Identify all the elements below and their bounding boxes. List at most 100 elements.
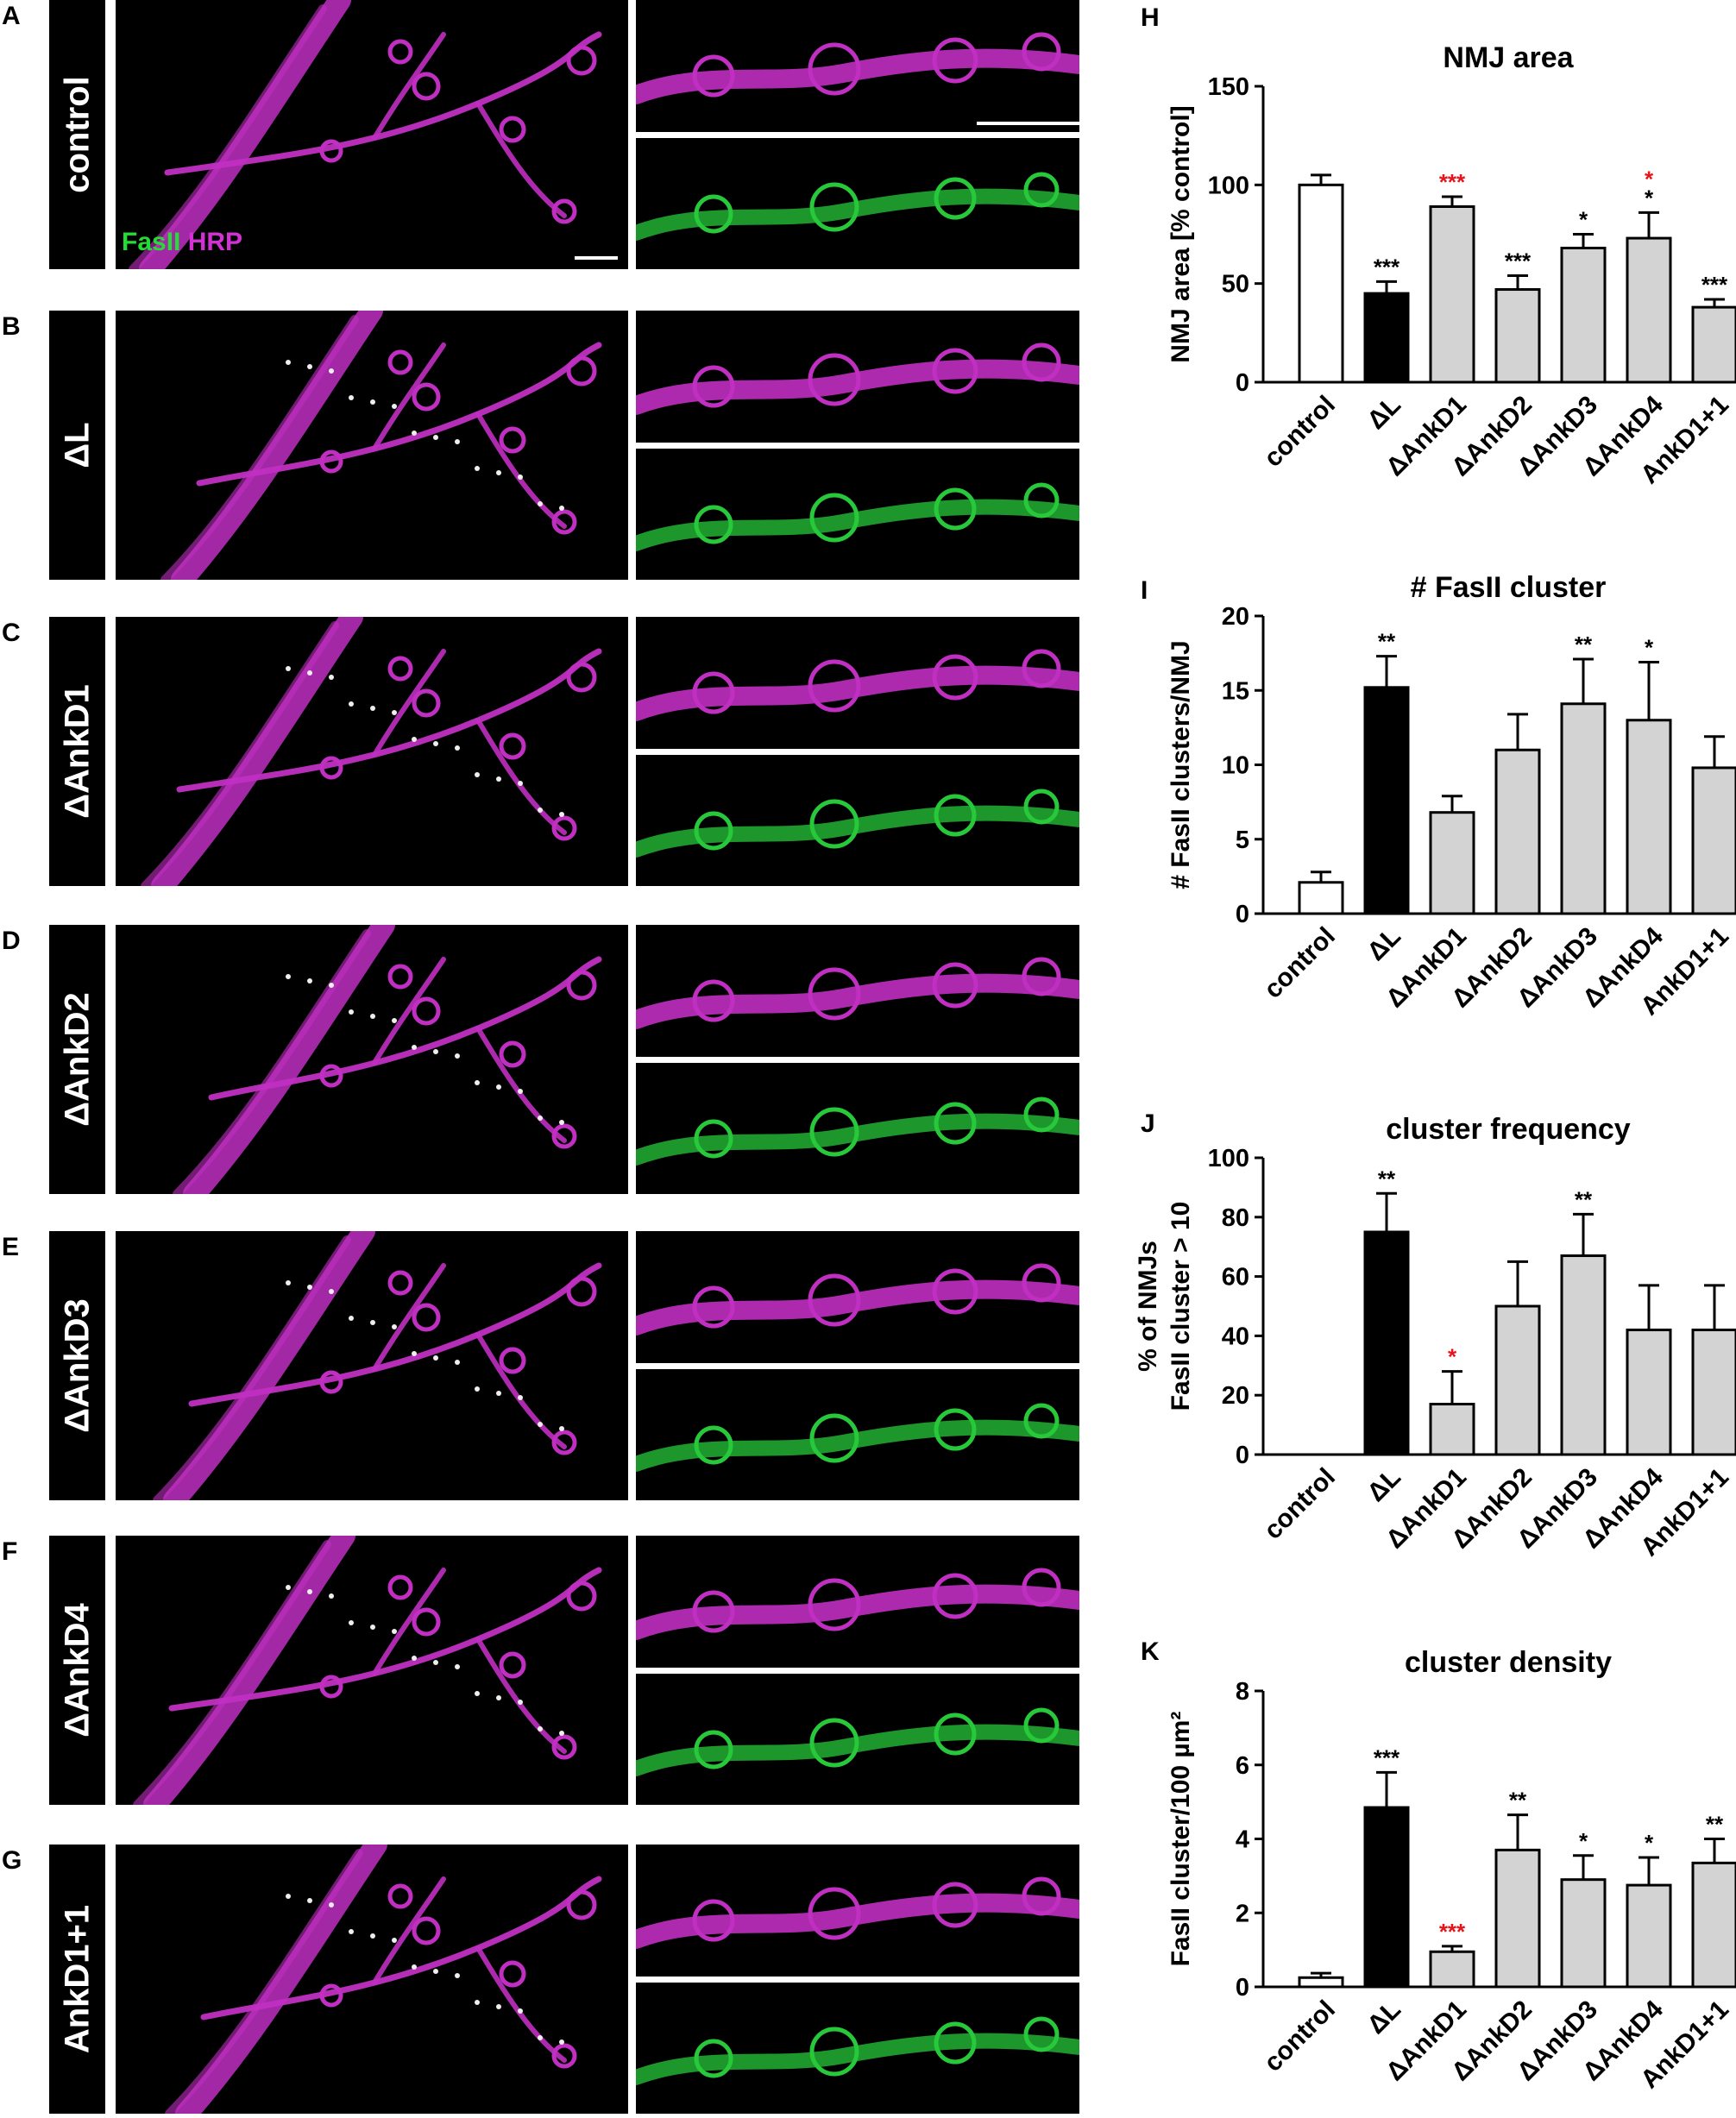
y-tick-label: 60 [1222, 1264, 1249, 1292]
panel-letter: B [2, 312, 21, 341]
merged-zoom-image [636, 925, 1079, 1057]
bar [1560, 247, 1607, 384]
bar [1626, 719, 1672, 915]
bar [1691, 766, 1736, 915]
bar [1429, 1403, 1475, 1456]
bar [1626, 236, 1672, 384]
genotype-label: ΔAnkD1 [49, 617, 105, 886]
y-tick-label: 20 [1222, 603, 1249, 631]
merged-zoom-image [636, 0, 1079, 132]
significance-marker: *** [1701, 272, 1728, 298]
category-label: control [1259, 1995, 1341, 2077]
y-tick-label: 20 [1222, 1382, 1249, 1410]
y-tick-label: 2 [1236, 1900, 1249, 1927]
significance-marker: ** [1575, 632, 1593, 657]
scale-bar [575, 256, 618, 260]
y-axis-label: % of NMJs [1134, 1241, 1162, 1372]
panel-letter: E [2, 1233, 20, 1261]
y-axis-label: FasII cluster/100 µm² [1167, 1712, 1195, 1967]
chart-title: cluster density [1405, 1646, 1612, 1679]
fasii-zoom-image [636, 138, 1079, 269]
significance-marker: ** [1706, 1812, 1724, 1838]
bar [1363, 292, 1410, 384]
bar [1560, 1254, 1607, 1456]
merged-zoom-image [636, 1231, 1079, 1363]
y-tick-label: 0 [1236, 1974, 1249, 2002]
y-tick-label: 100 [1208, 1145, 1249, 1172]
channel-legend: FasII HRP [122, 228, 242, 257]
y-tick-label: 6 [1236, 1752, 1249, 1780]
bar [1626, 1883, 1672, 1989]
significance-marker: * [1579, 1828, 1588, 1854]
significance-marker: * [1579, 207, 1588, 233]
nmj-overview-image [116, 617, 628, 886]
y-tick-label: 50 [1222, 271, 1249, 299]
y-axis-label: # FasII clusters/NMJ [1167, 640, 1195, 889]
bar [1691, 1861, 1736, 1989]
bar [1298, 881, 1344, 915]
significance-marker: *** [1439, 1919, 1466, 1945]
significance-marker: * [1645, 634, 1654, 660]
bar [1363, 686, 1410, 915]
bar [1560, 702, 1607, 915]
y-tick-label: 40 [1222, 1323, 1249, 1350]
y-axis-label: NMJ area [% control] [1167, 105, 1195, 362]
y-tick-label: 8 [1236, 1678, 1249, 1706]
significance-marker: * [1448, 1344, 1457, 1370]
significance-marker: ** [1509, 1788, 1527, 1813]
panel-letter: G [2, 1846, 22, 1875]
genotype-label: ΔAnkD4 [49, 1536, 105, 1805]
bar [1494, 1304, 1541, 1456]
y-tick-label: 0 [1236, 369, 1249, 397]
significance-marker: * [1645, 185, 1654, 211]
y-tick-label: 10 [1222, 752, 1249, 780]
significance-marker: *** [1505, 248, 1532, 274]
y-tick-label: 5 [1236, 826, 1249, 854]
bar [1691, 305, 1736, 384]
panel-letter: A [2, 2, 21, 30]
chart-title: NMJ area [1443, 41, 1574, 74]
bar [1494, 1848, 1541, 1989]
fasii-zoom-image [636, 1369, 1079, 1500]
bar [1494, 748, 1541, 915]
scale-bar [977, 122, 1084, 125]
chart-title: cluster frequency [1386, 1113, 1631, 1146]
y-tick-label: 4 [1236, 1826, 1249, 1854]
significance-marker: ** [1575, 1186, 1593, 1212]
genotype-label: ΔAnkD3 [49, 1231, 105, 1500]
bar [1691, 1329, 1736, 1456]
panel-letter: F [2, 1537, 18, 1566]
bar [1429, 811, 1475, 915]
significance-marker: ** [1378, 629, 1396, 655]
bar [1560, 1878, 1607, 1989]
y-tick-label: 150 [1208, 73, 1249, 101]
significance-marker: * [1645, 166, 1654, 192]
fasii-zoom-image [636, 1983, 1079, 2114]
panel-letter: C [2, 619, 21, 647]
genotype-label: control [49, 0, 105, 269]
y-axis-label: FasII cluster > 10 [1167, 1202, 1195, 1411]
bar [1363, 1230, 1410, 1456]
bar [1298, 1976, 1344, 1989]
significance-marker: *** [1439, 169, 1466, 195]
bar [1494, 288, 1541, 384]
bar [1429, 1950, 1475, 1989]
bar [1363, 1806, 1410, 1989]
legend-fasii: FasII [122, 228, 181, 256]
category-label: ΔL [1362, 1995, 1406, 2040]
nmj-overview-image [116, 1845, 628, 2114]
y-tick-label: 0 [1236, 901, 1249, 928]
fasii-zoom-image [636, 449, 1079, 580]
merged-zoom-image [636, 1845, 1079, 1977]
nmj-overview-image [116, 925, 628, 1194]
bar [1429, 204, 1475, 384]
merged-zoom-image [636, 617, 1079, 749]
significance-marker: *** [1374, 254, 1400, 280]
y-tick-label: 15 [1222, 677, 1249, 705]
panel-letter: H [1141, 3, 1160, 32]
fasii-zoom-image [636, 1674, 1079, 1805]
panel-letter: J [1141, 1109, 1155, 1138]
